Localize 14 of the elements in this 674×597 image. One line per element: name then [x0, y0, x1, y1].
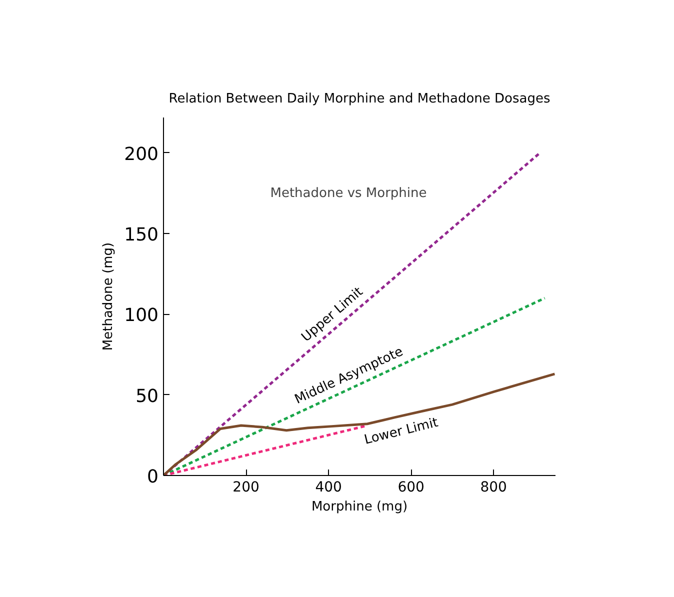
x-tick-label: 600 — [398, 480, 424, 496]
annotation: Methadone vs Morphine — [270, 186, 427, 201]
y-tick-label: 0 — [147, 466, 158, 488]
x-tick-label: 400 — [315, 480, 342, 496]
y-tick-label: 150 — [124, 224, 159, 246]
x-tick-label: 800 — [480, 480, 507, 496]
y-axis-title: Methadone (mg) — [101, 242, 116, 351]
chart-title: Relation Between Daily Morphine and Methadone Dosages — [168, 92, 550, 106]
y-tick-label: 50 — [136, 386, 158, 407]
y-tick-label: 100 — [124, 305, 159, 326]
text: Lower Limit — [362, 415, 440, 448]
x-tick-label: 200 — [232, 480, 260, 496]
y-tick-label: 200 — [124, 144, 159, 165]
x-axis-title: Morphine (mg) — [311, 500, 408, 514]
